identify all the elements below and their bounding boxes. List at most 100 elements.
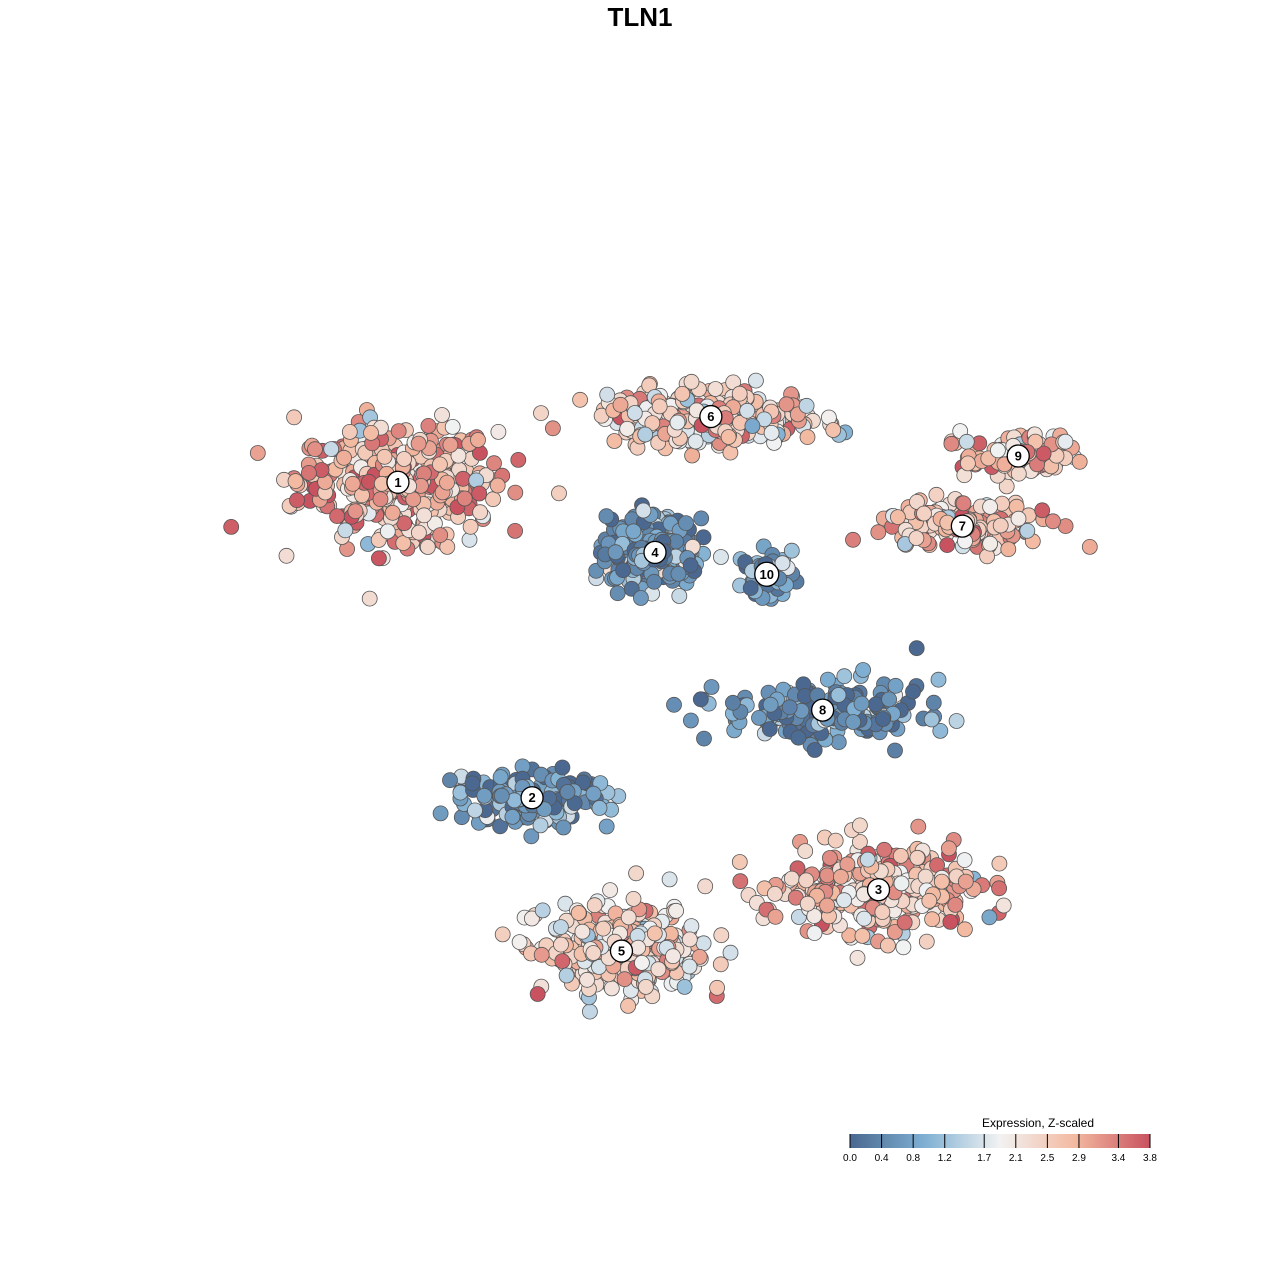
color-legend: Expression, Z-scaled 0.0 0.4 0.8 1.2 1.7 2.1 2… (843, 1116, 1157, 1164)
cell-point (534, 902, 551, 919)
cell-point (928, 486, 945, 503)
cell-point (384, 504, 401, 521)
cell-point (595, 920, 612, 937)
cell-point (456, 490, 473, 507)
cell-point (634, 955, 650, 971)
cell-point (751, 710, 767, 726)
cluster-number: 4 (651, 545, 659, 560)
cell-point (725, 694, 741, 711)
cell-point (761, 721, 778, 737)
cell-point (633, 590, 649, 606)
cell-point (410, 435, 427, 452)
cell-point (529, 986, 546, 1002)
cell-point (579, 971, 595, 988)
cluster-number: 3 (875, 882, 882, 897)
cell-point (341, 423, 358, 440)
cell-point (981, 909, 998, 926)
cell-point (820, 671, 836, 688)
cell-point (695, 935, 712, 952)
cell-point (476, 787, 493, 804)
cell-point (875, 711, 891, 727)
cluster-number: 8 (819, 703, 826, 718)
cell-point (555, 819, 572, 836)
cell-point (532, 817, 549, 834)
cell-point (566, 795, 583, 812)
cell-point (691, 949, 708, 965)
cell-point (697, 878, 714, 895)
cell-point (992, 517, 1009, 534)
cell-point (638, 979, 654, 995)
cell-point (223, 519, 240, 535)
cell-point (731, 854, 748, 870)
cell-point (930, 671, 947, 688)
cell-point (956, 852, 973, 868)
cell-point (439, 539, 456, 555)
legend-tick-label: 3.8 (1143, 1153, 1157, 1164)
cell-point (739, 402, 756, 419)
cell-point (845, 531, 861, 548)
cell-point (390, 423, 407, 440)
cell-point (947, 897, 964, 913)
cluster-marker (386, 470, 410, 494)
cell-point (507, 523, 523, 539)
cell-point (646, 925, 663, 942)
cell-point (419, 539, 436, 555)
cell-point (455, 470, 471, 487)
cell-point (533, 405, 549, 422)
cluster-label-7: 7 (950, 514, 975, 538)
cell-point (720, 429, 737, 445)
cell-point (836, 668, 853, 685)
cluster-number: 2 (528, 790, 535, 805)
cell-point (799, 895, 816, 912)
cluster-label-9: 9 (1006, 444, 1030, 468)
cluster-label-4: 4 (643, 540, 667, 565)
cluster-marker (520, 786, 544, 810)
cluster-marker (866, 878, 891, 902)
cell-point (533, 946, 550, 963)
legend-tick-label: 0.0 (843, 1153, 857, 1164)
cluster-number: 7 (959, 519, 966, 534)
cell-point (524, 910, 540, 927)
legend-title: Expression, Z-scaled (982, 1116, 1094, 1130)
cell-point (991, 855, 1008, 872)
cell-point (554, 759, 571, 776)
cell-point (444, 418, 461, 435)
cell-point (839, 856, 856, 873)
cell-point (602, 882, 618, 898)
cell-point (830, 687, 847, 703)
cell-point (696, 730, 712, 747)
cell-point (948, 713, 965, 729)
cell-point (1035, 445, 1052, 462)
cell-point (582, 1003, 598, 1020)
cluster-label-8: 8 (810, 698, 835, 722)
cell-point (774, 555, 791, 572)
cell-point (762, 696, 779, 713)
cell-point (932, 723, 949, 739)
cell-point (470, 432, 486, 448)
cell-point (856, 910, 872, 927)
cell-point (709, 979, 725, 996)
cell-point (607, 544, 624, 561)
cell-point (420, 417, 437, 434)
cell-point (778, 396, 795, 413)
cell-point (557, 895, 574, 912)
cell-point (767, 908, 784, 925)
legend-tick-label: 1.7 (977, 1153, 991, 1164)
cell-point (287, 473, 304, 490)
legend-colorbar (850, 1134, 1150, 1148)
cell-point (471, 485, 488, 502)
cell-point (854, 928, 871, 944)
cluster-marker (810, 698, 835, 722)
cell-point (819, 897, 835, 914)
cell-point (650, 961, 667, 978)
cell-point (783, 542, 800, 559)
cell-point (756, 411, 773, 428)
cluster-label-6: 6 (699, 404, 723, 429)
cluster-number: 5 (618, 944, 625, 959)
cell-point (887, 677, 904, 694)
cell-point (830, 734, 847, 751)
cell-point (442, 772, 458, 789)
cell-point (676, 979, 693, 995)
cell-point (278, 547, 295, 564)
cell-point (249, 445, 266, 461)
